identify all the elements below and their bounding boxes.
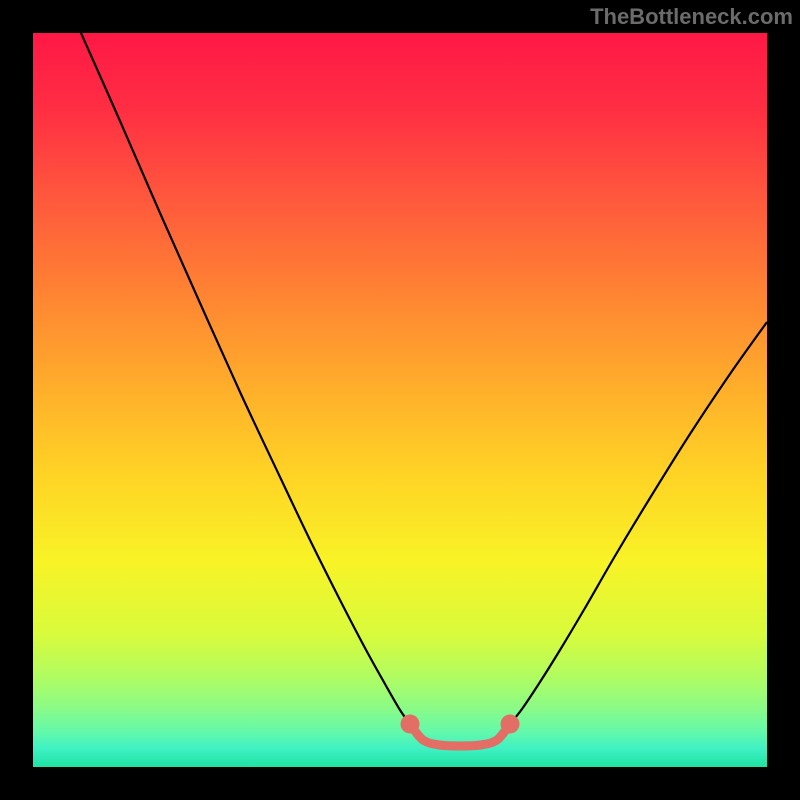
watermark-text: TheBottleneck.com <box>590 4 793 30</box>
bottom-start-dot <box>401 715 420 734</box>
plot-area <box>33 33 767 767</box>
right-curve <box>510 322 767 724</box>
left-curve <box>81 33 410 724</box>
chart-container: TheBottleneck.com <box>0 0 800 800</box>
bottom-segment <box>410 724 510 746</box>
curve-layer <box>33 33 767 767</box>
bottom-end-dot <box>501 715 520 734</box>
